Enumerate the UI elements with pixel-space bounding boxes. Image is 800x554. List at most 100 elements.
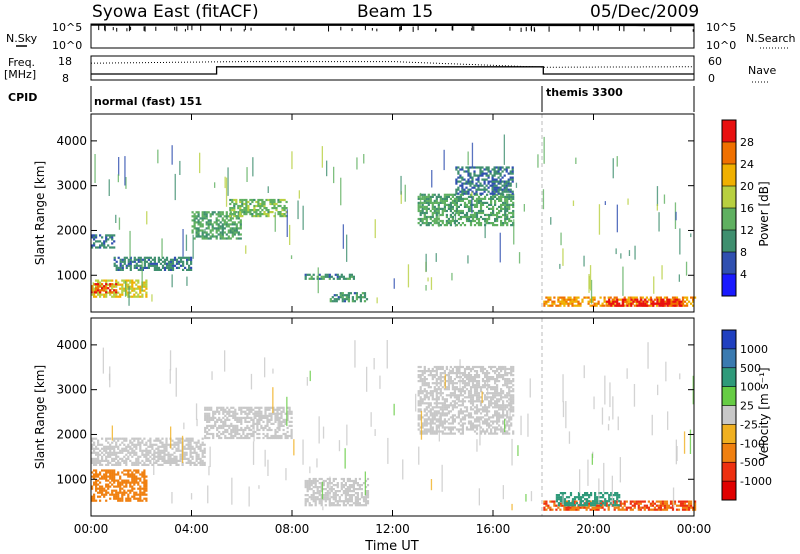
heatmap-cell (679, 502, 683, 505)
heatmap-cell (149, 449, 152, 452)
heatmap-cell (597, 504, 600, 507)
heatmap-cell (435, 432, 438, 435)
heatmap-cell (266, 436, 269, 440)
heatmap-cell (121, 483, 124, 486)
heatmap-cell (306, 488, 309, 491)
heatmap-cell (193, 213, 196, 216)
heatmap-cell (115, 457, 118, 460)
heatmap-cell (131, 437, 134, 440)
heatmap-cell (145, 260, 148, 263)
heatmap-cell (674, 304, 677, 307)
heatmap-cell (121, 437, 124, 440)
heatmap-cell (115, 489, 118, 492)
heatmap-cell (226, 424, 229, 427)
heatmap-cell (131, 289, 134, 292)
heatmap-cell (250, 410, 253, 413)
heatmap-cell (435, 382, 438, 385)
heatmap-cell (93, 497, 96, 500)
heatmap-cell (500, 392, 503, 395)
heatmap-cell (486, 398, 489, 401)
heatmap-cell (328, 277, 331, 280)
heatmap-cell (107, 291, 110, 294)
heatmap-cell (273, 207, 276, 210)
nsky-line (90, 23, 694, 27)
heatmap-cell (163, 443, 166, 446)
heatmap-cell (543, 508, 546, 511)
heatmap-cell (459, 180, 462, 183)
heatmap-cell (451, 400, 454, 403)
heatmap-cell (423, 428, 426, 431)
heatmap-cell (473, 412, 477, 415)
heatmap-cell (310, 494, 313, 497)
heatmap-cell (423, 384, 426, 387)
heatmap-cell (115, 479, 118, 482)
heatmap-cell (121, 285, 124, 288)
heatmap-cell (256, 428, 259, 432)
heatmap-cell (487, 166, 490, 169)
heatmap-cell (659, 500, 662, 503)
heatmap-cell (686, 296, 689, 299)
heatmap-cell (256, 412, 259, 415)
heatmap-cell (417, 410, 420, 413)
heatmap-cell (491, 176, 494, 179)
heatmap-cell (625, 500, 628, 503)
heatmap-cell (209, 237, 212, 240)
heatmap-cell (351, 296, 354, 299)
heatmap-cell (631, 500, 634, 503)
heatmap-cell (186, 262, 189, 265)
heatmap-cell (103, 469, 106, 472)
heatmap-cell (306, 482, 309, 485)
heatmap-cell (121, 441, 124, 444)
heatmap-cell (557, 506, 560, 509)
heatmap-cell (360, 492, 363, 495)
heatmap-cell (510, 394, 513, 397)
heatmap-cell (155, 447, 158, 450)
heatmap-cell (463, 400, 467, 403)
heatmap-cell (221, 233, 224, 236)
heatmap-cell (694, 506, 697, 509)
heatmap-cell (498, 392, 501, 395)
heatmap-cell (201, 453, 204, 456)
heatmap-cell (143, 281, 146, 284)
heatmap-cell (595, 504, 598, 507)
heatmap-cell (258, 436, 261, 440)
heatmap-cell (469, 172, 472, 175)
heatmap-cell (212, 436, 215, 440)
heatmap-streak (161, 238, 163, 258)
heatmap-cell (617, 506, 620, 509)
heatmap-cell (179, 258, 183, 261)
heatmap-cell (510, 402, 513, 405)
heatmap-cell (479, 224, 483, 227)
heatmap-cell (497, 176, 500, 179)
heatmap-cell (479, 199, 483, 202)
heatmap-cell (421, 398, 424, 401)
heatmap-cell (271, 211, 274, 214)
heatmap-cell (95, 475, 98, 478)
heatmap-cell (510, 406, 513, 409)
heatmap-cell (510, 422, 513, 425)
heatmap-cell (575, 508, 578, 511)
heatmap-cell (488, 203, 491, 206)
heatmap-cell (496, 197, 499, 200)
heatmap-cell (228, 432, 231, 436)
heatmap-cell (463, 370, 467, 373)
heatmap-cell (585, 508, 588, 511)
heatmap-cell (330, 486, 333, 489)
heatmap-streak (471, 196, 473, 214)
heatmap-cell (508, 432, 511, 435)
heatmap-cell (147, 256, 150, 259)
heatmap-cell (690, 502, 693, 505)
heatmap-cell (248, 416, 251, 419)
heatmap-cell (348, 494, 351, 497)
heatmap-cell (129, 260, 132, 263)
heatmap-cell (459, 428, 462, 431)
heatmap-streak (151, 294, 153, 302)
heatmap-cell (184, 266, 187, 269)
heatmap-cell (189, 459, 192, 462)
heatmap-cell (137, 471, 140, 474)
heatmap-cell (615, 296, 618, 299)
heatmap-cell (656, 298, 659, 301)
heatmap-cell (467, 215, 471, 219)
heatmap-cell (471, 197, 475, 200)
heatmap-cell (153, 260, 156, 263)
